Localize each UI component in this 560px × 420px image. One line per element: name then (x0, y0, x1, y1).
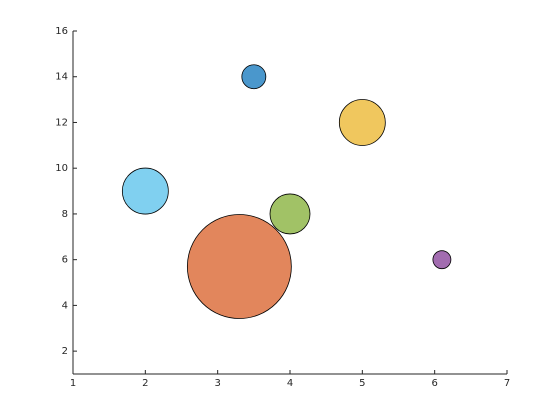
y-tick-label: 8 (62, 209, 68, 220)
y-tick-label: 2 (62, 346, 68, 357)
y-tick-label: 4 (62, 300, 68, 311)
bubble (338, 99, 386, 146)
x-tick-label: 7 (504, 378, 510, 389)
x-tick-label: 2 (142, 378, 148, 389)
x-tick-label: 1 (70, 378, 76, 389)
bubble (432, 250, 452, 270)
x-tick-label: 6 (431, 378, 437, 389)
bubble (269, 193, 311, 235)
x-tick-label: 3 (214, 378, 220, 389)
bubble (186, 214, 292, 319)
bubble (121, 167, 169, 215)
y-tick-label: 12 (55, 117, 68, 128)
y-tick-label: 6 (62, 255, 68, 266)
y-tick-label: 10 (55, 163, 68, 174)
x-tick-label: 4 (287, 378, 293, 389)
y-tick-label: 16 (55, 26, 68, 37)
x-tick-label: 5 (359, 378, 365, 389)
y-tick-label: 14 (55, 72, 68, 83)
bubble (241, 64, 267, 90)
